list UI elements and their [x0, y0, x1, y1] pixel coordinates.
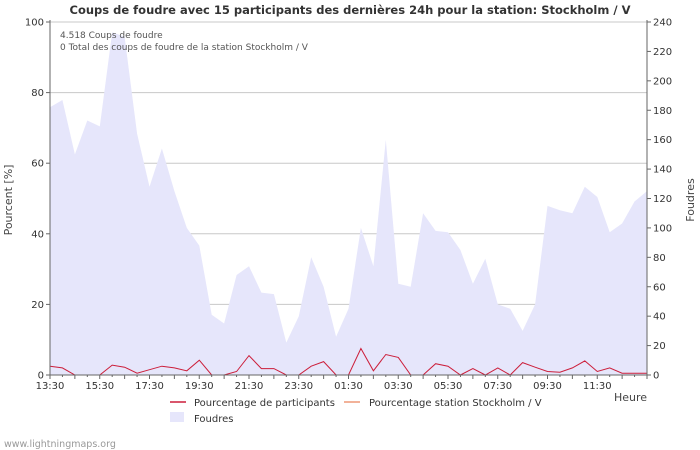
legend-label-station: Pourcentage station Stockholm / V [369, 398, 542, 409]
y-right-tick-label: 80 [653, 253, 666, 264]
annotation-strike-count: 4.518 Coups de foudre [60, 31, 163, 41]
annotation-station-total: 0 Total des coups de foudre de la statio… [60, 43, 309, 53]
y-left-axis-label: Pourcent [%] [2, 165, 15, 236]
y-right-ticks: 0 20 40 60 80 100 120 140 160 180 200 220 240 [647, 18, 672, 382]
x-ticks: 13:30 15:30 17:30 19:30 21:30 23:30 01:30 03:30… [36, 375, 648, 392]
y-right-tick-label: 200 [653, 76, 672, 87]
y-left-tick-label: 100 [25, 18, 44, 29]
y-right-tick-label: 240 [653, 18, 672, 29]
x-tick-label: 09:30 [533, 381, 562, 392]
series-area-foudres [50, 32, 647, 376]
y-left-tick-label: 0 [38, 371, 44, 382]
legend-swatch-foudres [170, 412, 184, 422]
y-right-tick-label: 140 [653, 165, 672, 176]
y-right-tick-label: 120 [653, 194, 672, 205]
foudres-area-layer [50, 32, 647, 376]
y-right-tick-label: 160 [653, 135, 672, 146]
x-tick-label: 03:30 [384, 381, 413, 392]
y-right-tick-label: 0 [653, 371, 659, 382]
x-axis-label: Heure [614, 391, 647, 404]
x-tick-label: 15:30 [85, 381, 114, 392]
legend: Pourcentage de participants Pourcentage … [170, 398, 542, 425]
y-left-ticks: 0 20 40 60 80 100 [25, 18, 50, 382]
y-right-tick-label: 100 [653, 223, 672, 234]
y-right-tick-label: 20 [653, 341, 666, 352]
x-tick-label: 21:30 [235, 381, 264, 392]
x-tick-label: 07:30 [483, 381, 512, 392]
y-left-tick-label: 80 [31, 88, 44, 99]
y-left-tick-label: 20 [31, 300, 44, 311]
x-tick-label: 17:30 [135, 381, 164, 392]
legend-label-participants: Pourcentage de participants [194, 398, 335, 409]
x-tick-label: 05:30 [434, 381, 463, 392]
y-left-tick-label: 60 [31, 159, 44, 170]
y-right-tick-label: 220 [653, 47, 672, 58]
x-tick-label: 13:30 [36, 381, 65, 392]
x-tick-label: 01:30 [334, 381, 363, 392]
footer-source: www.lightningmaps.org [4, 439, 116, 450]
chart-title: Coups de foudre avec 15 participants des… [70, 3, 631, 17]
y-right-tick-label: 40 [653, 312, 666, 323]
y-right-axis-label: Foudres [684, 178, 697, 222]
y-right-tick-label: 60 [653, 282, 666, 293]
x-tick-label: 23:30 [284, 381, 313, 392]
legend-label-foudres: Foudres [194, 414, 233, 425]
x-tick-label: 19:30 [185, 381, 214, 392]
y-right-tick-label: 180 [653, 106, 672, 117]
y-left-tick-label: 40 [31, 229, 44, 240]
x-tick-label: 11:30 [583, 381, 612, 392]
